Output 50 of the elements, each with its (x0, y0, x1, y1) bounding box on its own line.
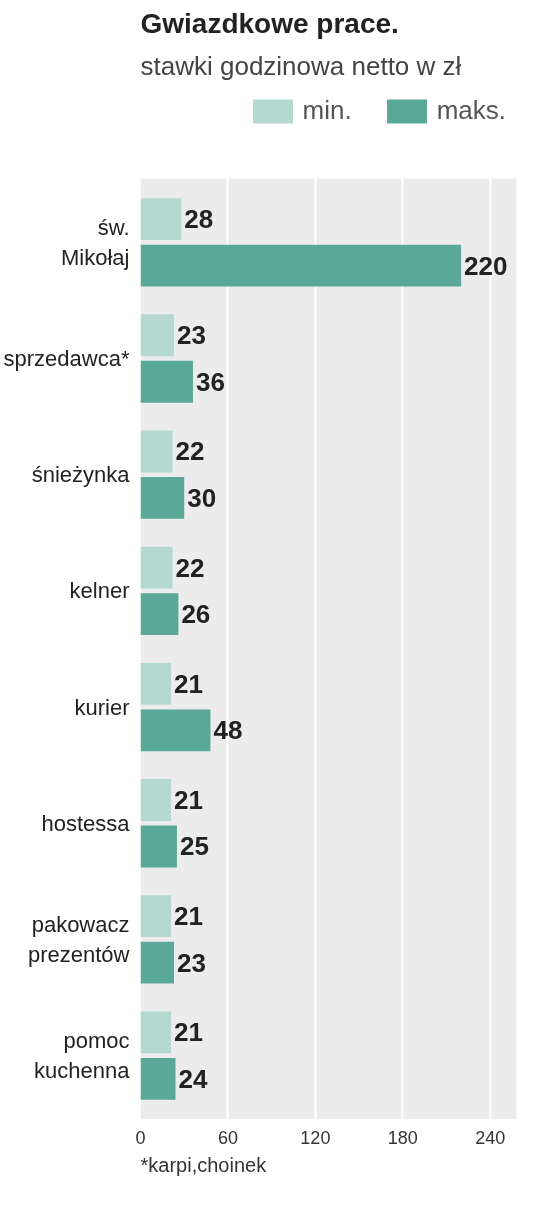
data-label: 21 (174, 668, 204, 699)
bar (140, 198, 182, 241)
legend-label: min. (302, 95, 352, 126)
bar (140, 593, 179, 636)
x-tick-label: 0 (135, 1127, 146, 1148)
data-label: 23 (177, 947, 206, 978)
bar (140, 546, 173, 589)
bar (140, 1011, 172, 1054)
bar (140, 314, 175, 357)
data-label: 48 (213, 715, 243, 746)
chart-title: Gwiazdkowe prace. (140, 7, 399, 39)
data-label: 22 (175, 552, 205, 583)
data-label: 21 (174, 901, 204, 932)
data-label: 25 (179, 831, 209, 862)
bar (140, 895, 172, 938)
data-label: 30 (187, 482, 217, 513)
y-tick-label: św. Mikołaj (61, 214, 130, 270)
x-tick-label: 120 (300, 1127, 331, 1148)
bar (140, 779, 172, 821)
data-label: 22 (175, 436, 205, 467)
y-tick-label: pakowacz prezentów (28, 911, 130, 967)
data-label: 220 (464, 250, 508, 281)
bar (140, 477, 185, 519)
bar (140, 825, 177, 868)
bar (140, 709, 211, 752)
data-label: 21 (174, 785, 204, 816)
y-tick-label: śnieżynka (31, 462, 131, 488)
data-label: 26 (181, 599, 211, 630)
y-tick-label: sprzedawca* (3, 346, 130, 372)
chart-subtitle: stawki godzinowa netto w zł (140, 50, 462, 81)
y-tick-label: kurier (74, 694, 130, 720)
x-tick-label: 240 (475, 1127, 506, 1148)
bar (140, 244, 462, 287)
x-tick-label: 60 (217, 1127, 238, 1148)
data-label: 23 (177, 320, 206, 351)
bar (140, 1057, 176, 1100)
x-tick-label: 180 (387, 1127, 418, 1148)
text: *karpi,choinek (140, 1153, 268, 1176)
data-label: 28 (184, 204, 214, 235)
data-label: 24 (178, 1063, 208, 1094)
bar (140, 360, 193, 403)
bar (140, 430, 173, 473)
bar (140, 941, 175, 984)
y-tick-label: kelner (69, 578, 130, 604)
data-label: 21 (174, 1017, 204, 1048)
data-label: 36 (195, 366, 225, 397)
y-tick-label: pomoc kuchenna (34, 1028, 131, 1084)
legend-label: maks. (436, 95, 506, 126)
bar (140, 662, 172, 705)
y-tick-label: hostessa (41, 810, 131, 836)
